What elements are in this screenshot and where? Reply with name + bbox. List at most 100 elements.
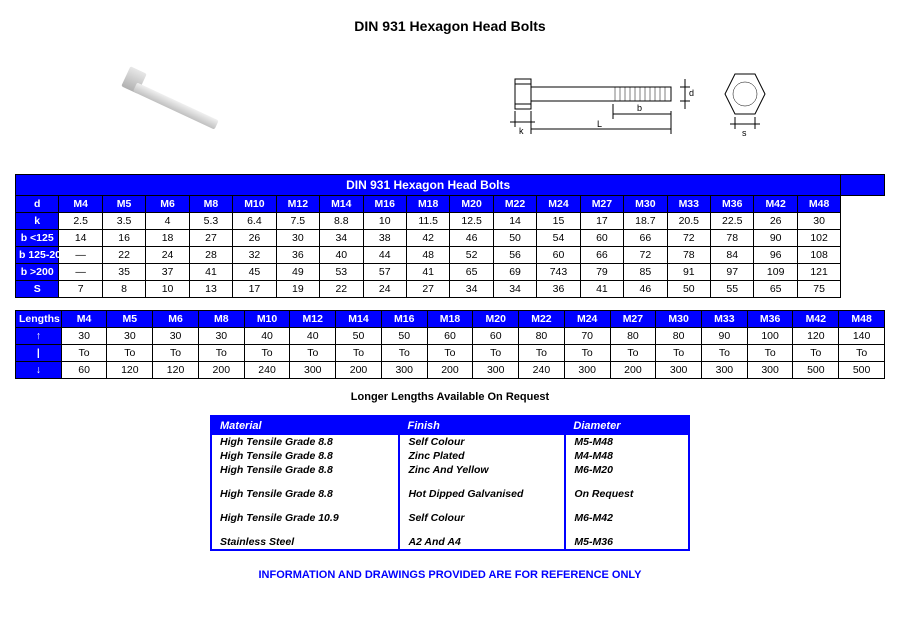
materials-header: Diameter — [565, 416, 689, 435]
materials-cell — [565, 501, 689, 511]
data-cell: 100 — [747, 328, 793, 345]
data-cell: 19 — [276, 281, 319, 298]
data-cell: To — [153, 345, 199, 362]
materials-cell — [399, 477, 565, 487]
data-cell: 45 — [233, 264, 276, 281]
data-cell: 90 — [702, 328, 748, 345]
data-cell: To — [610, 345, 656, 362]
data-cell: 50 — [381, 328, 427, 345]
size-col: M42 — [754, 196, 797, 213]
svg-text:s: s — [742, 128, 747, 138]
size-col: M20 — [450, 196, 493, 213]
data-cell: 48 — [406, 247, 449, 264]
materials-header: Material — [211, 416, 399, 435]
data-cell: 300 — [702, 362, 748, 379]
data-cell: 18 — [146, 230, 189, 247]
data-cell: 90 — [754, 230, 797, 247]
size-col: M10 — [233, 196, 276, 213]
data-cell: 38 — [363, 230, 406, 247]
data-cell: 30 — [61, 328, 107, 345]
size-col: M30 — [656, 311, 702, 328]
data-cell: 300 — [564, 362, 610, 379]
data-cell: 50 — [336, 328, 382, 345]
bolt-photo — [115, 64, 235, 144]
data-cell: 200 — [198, 362, 244, 379]
data-cell: 200 — [336, 362, 382, 379]
data-cell: 13 — [189, 281, 232, 298]
size-col: M8 — [189, 196, 232, 213]
data-cell: To — [107, 345, 153, 362]
data-cell: — — [59, 264, 102, 281]
data-cell: 240 — [519, 362, 565, 379]
data-cell: To — [336, 345, 382, 362]
data-cell: 121 — [797, 264, 840, 281]
row-label: ↓ — [16, 362, 62, 379]
data-cell: 53 — [320, 264, 363, 281]
svg-text:L: L — [597, 119, 602, 129]
data-cell: 500 — [793, 362, 839, 379]
svg-text:b: b — [637, 103, 642, 113]
data-cell: 30 — [153, 328, 199, 345]
size-col: M16 — [381, 311, 427, 328]
data-cell: To — [198, 345, 244, 362]
row-label: ↑ — [16, 328, 62, 345]
data-cell: 80 — [610, 328, 656, 345]
materials-cell: Zinc And Yellow — [399, 463, 565, 477]
data-cell: 60 — [427, 328, 473, 345]
lengths-table: LengthsM4M5M6M8M10M12M14M16M18M20M22M24M… — [15, 310, 885, 379]
size-col: M20 — [473, 311, 519, 328]
data-cell: To — [564, 345, 610, 362]
data-cell: To — [519, 345, 565, 362]
size-col: M42 — [793, 311, 839, 328]
materials-cell — [399, 501, 565, 511]
data-cell: To — [793, 345, 839, 362]
data-cell: 84 — [711, 247, 754, 264]
size-col: M18 — [406, 196, 449, 213]
data-cell: 4 — [146, 213, 189, 230]
row-label: b 125-200 — [16, 247, 59, 264]
size-col: M16 — [363, 196, 406, 213]
col-d: d — [16, 196, 59, 213]
data-cell: 16 — [102, 230, 145, 247]
data-cell: 78 — [667, 247, 710, 264]
footer-note: INFORMATION AND DRAWINGS PROVIDED ARE FO… — [15, 569, 885, 581]
dimensions-table: DIN 931 Hexagon Head BoltsdM4M5M6M8M10M1… — [15, 174, 885, 298]
row-label: | — [16, 345, 62, 362]
data-cell: 300 — [656, 362, 702, 379]
materials-cell — [211, 477, 399, 487]
data-cell: 140 — [839, 328, 885, 345]
materials-cell: M4-M48 — [565, 449, 689, 463]
data-cell: 3.5 — [102, 213, 145, 230]
size-col: M4 — [61, 311, 107, 328]
data-cell: 17 — [233, 281, 276, 298]
size-col: M18 — [427, 311, 473, 328]
data-cell: 85 — [624, 264, 667, 281]
data-cell: 65 — [450, 264, 493, 281]
col-lengths: Lengths — [16, 311, 62, 328]
data-cell: 6.4 — [233, 213, 276, 230]
data-cell: To — [473, 345, 519, 362]
data-cell: 27 — [406, 281, 449, 298]
data-cell: 36 — [537, 281, 580, 298]
data-cell: 14 — [493, 213, 536, 230]
data-cell: 109 — [754, 264, 797, 281]
data-cell: 54 — [537, 230, 580, 247]
materials-table: MaterialFinishDiameterHigh Tensile Grade… — [210, 415, 690, 551]
data-cell: 18.7 — [624, 213, 667, 230]
bolt-diagram: d k L b s — [505, 59, 785, 149]
data-cell: 52 — [450, 247, 493, 264]
data-cell: 17 — [580, 213, 623, 230]
size-col: M48 — [797, 196, 840, 213]
data-cell: 500 — [839, 362, 885, 379]
data-cell: 30 — [797, 213, 840, 230]
size-col: M14 — [320, 196, 363, 213]
data-cell: 50 — [667, 281, 710, 298]
data-cell: 24 — [363, 281, 406, 298]
data-cell: 7 — [59, 281, 102, 298]
materials-cell: On Request — [565, 487, 689, 501]
materials-cell: A2 And A4 — [399, 535, 565, 550]
data-cell: 22.5 — [711, 213, 754, 230]
svg-text:d: d — [689, 88, 694, 98]
size-col: M36 — [747, 311, 793, 328]
size-col: M14 — [336, 311, 382, 328]
